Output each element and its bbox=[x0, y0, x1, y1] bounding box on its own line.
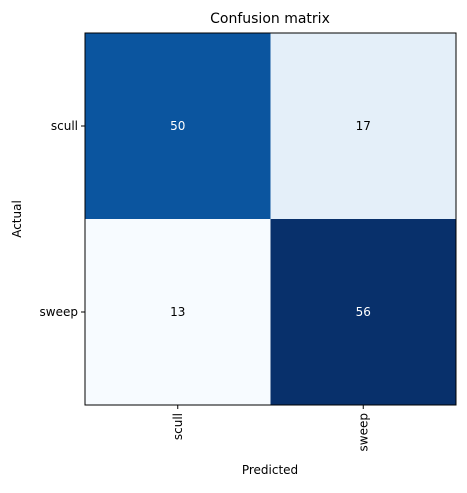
x-tick-label: scull bbox=[171, 413, 185, 440]
cell-value-label: 13 bbox=[170, 305, 185, 319]
plot-frame bbox=[84, 32, 457, 406]
heatmap-cell-sweep-scull bbox=[85, 219, 271, 406]
heatmap-cell-scull-scull bbox=[85, 33, 271, 220]
cell-value-label: 17 bbox=[356, 119, 371, 133]
y-tick-label: scull bbox=[51, 119, 78, 133]
heatmap-cell-scull-sweep bbox=[270, 33, 457, 220]
cell-value-labels: 50 17 13 56 bbox=[170, 119, 371, 319]
y-axis-label: Actual bbox=[10, 200, 24, 238]
heatmap-cell-sweep-sweep bbox=[270, 219, 457, 406]
cell-value-label: 56 bbox=[356, 305, 371, 319]
cell-value-label: 50 bbox=[170, 119, 185, 133]
x-tick-label: sweep bbox=[356, 413, 370, 451]
x-axis-label: Predicted bbox=[242, 463, 298, 477]
chart-title: Confusion matrix bbox=[210, 11, 330, 27]
heatmap-cells bbox=[85, 33, 457, 406]
y-tick-label: sweep bbox=[40, 305, 78, 319]
x-axis-ticks: scull sweep bbox=[171, 405, 370, 451]
y-axis-ticks: scull sweep bbox=[40, 119, 85, 319]
